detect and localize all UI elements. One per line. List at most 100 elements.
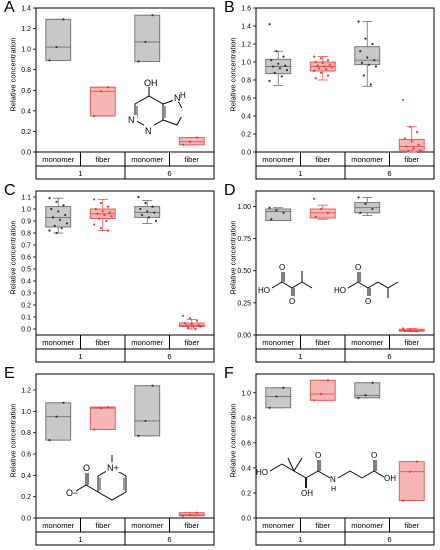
group-label: 1 bbox=[78, 169, 82, 178]
panel-label-b: B bbox=[224, 0, 235, 16]
data-point bbox=[273, 71, 276, 74]
y-tick-label: 0.9 bbox=[21, 219, 31, 226]
data-point bbox=[401, 327, 405, 330]
data-point bbox=[282, 211, 285, 214]
box-body bbox=[309, 379, 336, 401]
chart-e-svg: 0.0 0.2 0.4 0.6 0.8 1.0 1.2 monomer fiber monomer… bbox=[21, 373, 215, 546]
data-point bbox=[408, 328, 412, 331]
data-point bbox=[106, 405, 110, 409]
chart-panel-d: 0.00 0.25 0.50 0.75 1.00 monomer fiber monomer f… bbox=[220, 182, 440, 366]
data-point bbox=[190, 323, 193, 326]
y-tick-label: 0.6 bbox=[21, 452, 31, 459]
category-label: monomer bbox=[131, 155, 164, 164]
data-point bbox=[92, 223, 96, 226]
data-point bbox=[364, 37, 367, 40]
group-label: 6 bbox=[167, 352, 171, 361]
box-body bbox=[354, 382, 381, 399]
data-point bbox=[282, 386, 285, 389]
structure-f: HO OH N H O OH O bbox=[256, 451, 396, 498]
structure-d: HO O O HO O O bbox=[258, 263, 399, 306]
data-point bbox=[357, 20, 360, 23]
category-label: monomer bbox=[42, 155, 75, 164]
category-label: fiber bbox=[315, 521, 330, 530]
data-point bbox=[146, 210, 149, 213]
data-point bbox=[417, 143, 420, 146]
category-label: fiber bbox=[184, 521, 199, 530]
data-point bbox=[181, 143, 185, 146]
y-tick-label: 1.0 bbox=[21, 47, 31, 54]
data-point bbox=[285, 69, 289, 72]
data-point bbox=[153, 211, 156, 214]
y-tick-label: 0.0 bbox=[21, 327, 31, 334]
category-label: monomer bbox=[351, 338, 384, 347]
chart-panel-b: 0.0 0.2 0.4 0.6 0.8 1.0 1.2 1.4 1.6 monomer fiber m… bbox=[220, 0, 440, 183]
y-tick-label: 0.6 bbox=[21, 255, 31, 262]
data-point bbox=[62, 204, 65, 207]
data-point bbox=[319, 71, 323, 74]
data-point bbox=[181, 314, 185, 317]
y-tick-label: 0.4 bbox=[241, 465, 251, 472]
y-tick-label: 0.1 bbox=[21, 315, 31, 322]
chart-d-svg: 0.00 0.25 0.50 0.75 1.00 monomer fiber monomer f… bbox=[237, 190, 435, 363]
y-tick-label: 0.2 bbox=[21, 303, 31, 310]
group-label: 6 bbox=[167, 535, 171, 544]
y-tick-label: 0.4 bbox=[241, 114, 251, 121]
y-tick-label: 1.2 bbox=[241, 42, 251, 49]
data-point bbox=[359, 211, 362, 214]
y-tick-label: 0.6 bbox=[21, 88, 31, 95]
box-body bbox=[178, 512, 205, 517]
data-point bbox=[326, 379, 330, 382]
data-point bbox=[415, 131, 419, 134]
data-point bbox=[137, 60, 140, 63]
data-point bbox=[280, 75, 283, 78]
structure-d-label-o1: O bbox=[279, 263, 285, 272]
category-label: monomer bbox=[351, 521, 384, 530]
y-tick-label: 0.8 bbox=[241, 415, 251, 422]
data-point bbox=[57, 210, 60, 213]
data-point bbox=[154, 219, 158, 223]
box-body bbox=[134, 14, 161, 62]
data-point bbox=[326, 211, 330, 214]
data-point bbox=[99, 407, 103, 410]
data-point bbox=[268, 406, 271, 409]
data-point bbox=[364, 202, 367, 205]
box-body bbox=[134, 385, 161, 437]
category-label: fiber bbox=[315, 155, 330, 164]
data-point bbox=[187, 326, 190, 329]
structure-f-label-n: N bbox=[330, 475, 336, 484]
data-point bbox=[412, 147, 415, 150]
data-point bbox=[401, 499, 405, 502]
structure-d-label-o2: O bbox=[289, 297, 295, 306]
category-label: monomer bbox=[131, 521, 164, 530]
y-tick-label: 0.75 bbox=[237, 236, 251, 243]
structure-f-label-o1: O bbox=[315, 451, 321, 460]
structure-e-label-o-minus: O− bbox=[66, 488, 78, 498]
y-tick-label: 1.00 bbox=[237, 204, 251, 211]
data-point bbox=[314, 215, 317, 218]
data-point bbox=[151, 14, 154, 17]
category-label: monomer bbox=[42, 521, 75, 530]
data-point bbox=[99, 201, 103, 205]
y-tick-label: 0.0 bbox=[241, 150, 251, 157]
data-point bbox=[139, 207, 142, 211]
y-tick-label: 1.1 bbox=[21, 195, 31, 202]
y-tick-label: 0.8 bbox=[21, 67, 31, 74]
data-point bbox=[60, 227, 63, 230]
data-point bbox=[270, 218, 273, 221]
structure-a-label-n3: N bbox=[145, 126, 152, 136]
structure-e-label-n: N+ bbox=[107, 463, 119, 473]
data-point bbox=[369, 83, 372, 86]
data-point bbox=[362, 74, 365, 77]
panel-label-d: D bbox=[224, 182, 236, 199]
data-point bbox=[195, 319, 199, 322]
data-point bbox=[55, 200, 58, 203]
data-point bbox=[275, 209, 278, 212]
box-body bbox=[265, 387, 292, 409]
data-point bbox=[357, 196, 360, 199]
data-point bbox=[268, 206, 271, 209]
group-label: 6 bbox=[387, 169, 391, 178]
data-point bbox=[94, 207, 97, 211]
data-point bbox=[92, 114, 96, 118]
data-point bbox=[101, 210, 104, 213]
data-point bbox=[151, 384, 154, 387]
